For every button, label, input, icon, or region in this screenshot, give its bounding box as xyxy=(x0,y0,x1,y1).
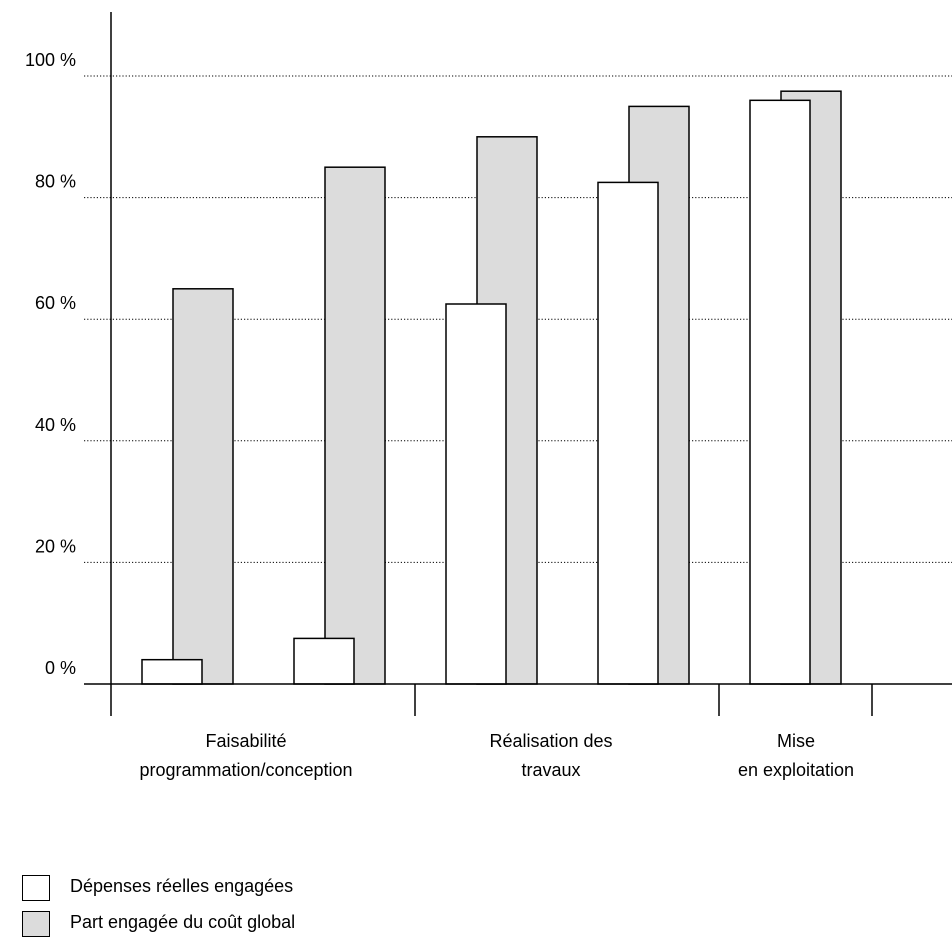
bar-depenses-reelles xyxy=(445,303,507,685)
bar-depenses-reelles xyxy=(749,99,811,685)
bar-depenses-reelles xyxy=(597,181,659,685)
y-tick-labels: 0 % 20 % 40 % 60 % 80 % 100 % xyxy=(25,50,76,678)
bar-depenses-reelles xyxy=(293,637,355,685)
bars xyxy=(141,90,842,685)
y-tick-label: 20 % xyxy=(35,536,76,556)
legend-swatch-part xyxy=(22,911,50,937)
bar-part-engagee xyxy=(172,288,234,685)
category-label: Réalisation des travaux xyxy=(489,731,612,780)
y-tick-label: 40 % xyxy=(35,415,76,435)
legend-label-depenses: Dépenses réelles engagées xyxy=(70,876,294,896)
y-tick-label: 100 % xyxy=(25,50,76,70)
y-tick-label: 60 % xyxy=(35,293,76,313)
category-labels: Faisabilité programmation/conception Réali… xyxy=(139,731,854,780)
category-label: Faisabilité programmation/conception xyxy=(139,731,352,780)
y-tick-label: 0 % xyxy=(45,658,76,678)
legend-swatch-depenses xyxy=(22,875,50,901)
y-tick-label: 80 % xyxy=(35,172,76,192)
category-label: Mise en exploitation xyxy=(738,731,854,780)
legend-label-part: Part engagée du coût global xyxy=(70,912,296,932)
chart: 0 % 20 % 40 % 60 % 80 % 100 % Faisabilité prog… xyxy=(25,12,952,780)
axes xyxy=(84,12,952,716)
bar-part-engagee xyxy=(324,166,386,685)
bar-depenses-reelles xyxy=(141,658,203,685)
